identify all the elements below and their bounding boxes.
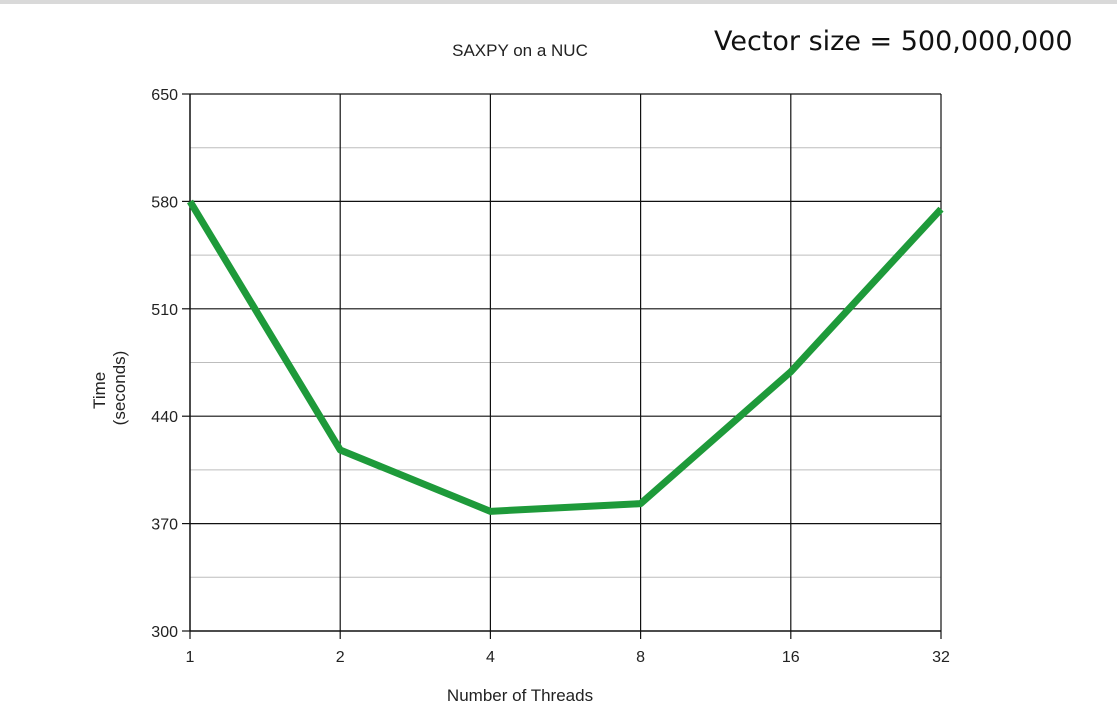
x-tick-label: 16 (782, 649, 800, 666)
y-axis-label-line1: Time (90, 372, 109, 409)
x-tick-label: 8 (636, 649, 645, 666)
y-axis-label-line2: (seconds) (110, 351, 129, 426)
x-tick-label: 2 (336, 649, 345, 666)
x-axis-label: Number of Threads (447, 686, 593, 705)
series-line (187, 199, 944, 515)
x-tick-label: 32 (932, 649, 950, 666)
y-tick-label: 370 (151, 517, 178, 534)
y-tick-label: 580 (151, 194, 178, 211)
y-tick-label: 300 (151, 624, 178, 641)
vector-size-annotation: Vector size = 500,000,000 (714, 26, 1073, 57)
x-tick-label: 4 (486, 649, 495, 666)
top-divider (0, 0, 1117, 4)
y-tick-label: 510 (151, 302, 178, 319)
x-tick-label: 1 (186, 649, 195, 666)
y-tick-label: 440 (151, 409, 178, 426)
chart-title: SAXPY on a NUC (452, 41, 588, 60)
y-axis-label: Time (seconds) (90, 351, 129, 426)
y-tick-label: 650 (151, 87, 178, 104)
